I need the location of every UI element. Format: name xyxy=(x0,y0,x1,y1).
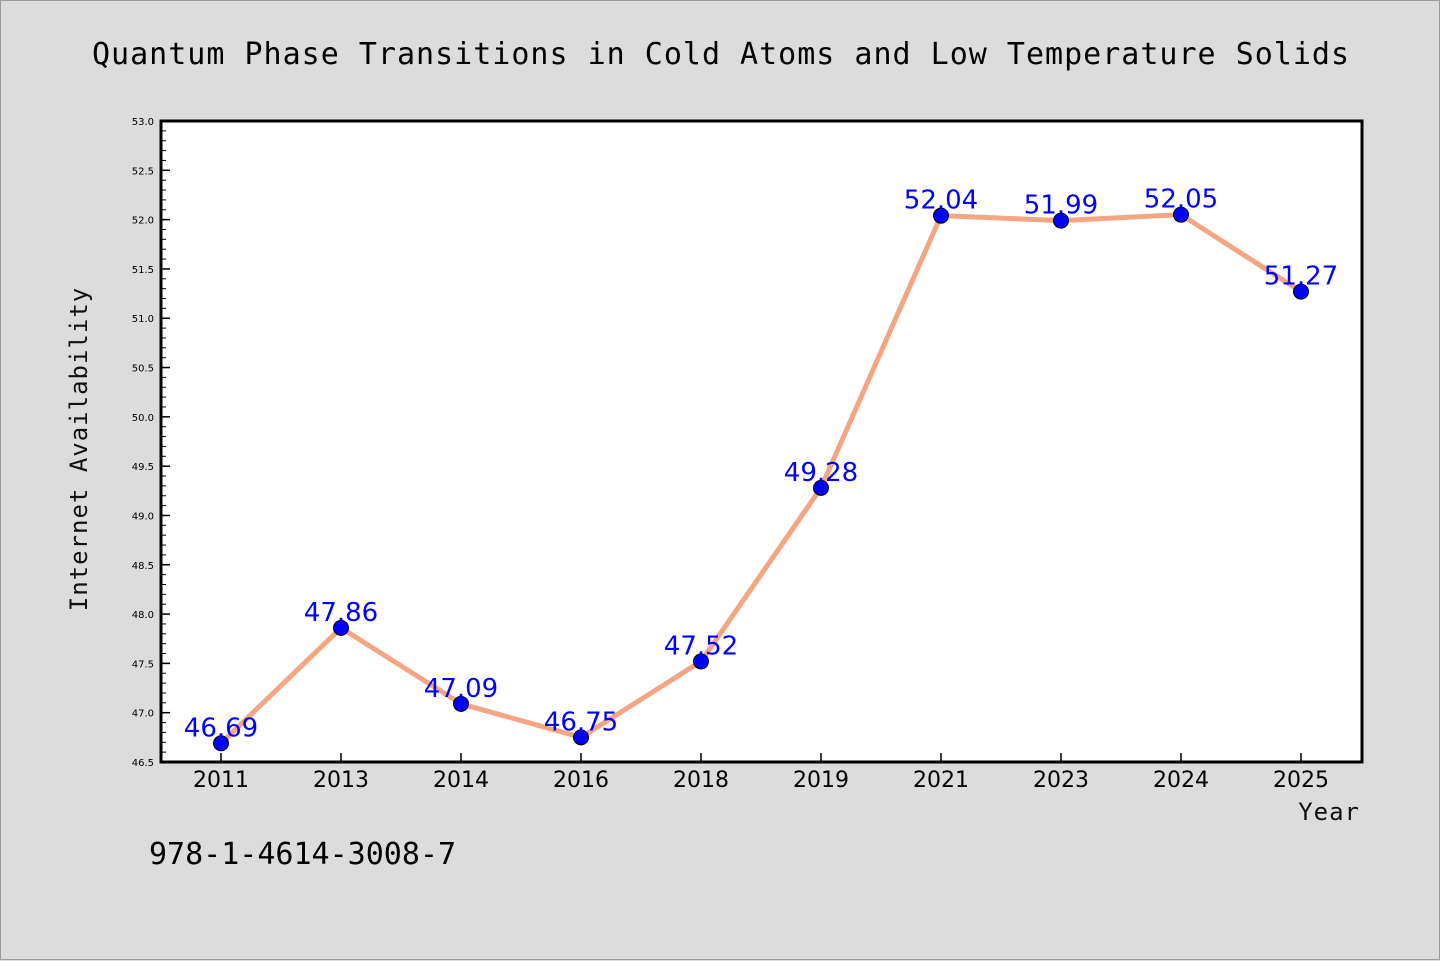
x-tick-label: 2023 xyxy=(1033,768,1089,793)
data-point xyxy=(213,735,229,752)
x-tick-label: 2025 xyxy=(1273,768,1329,793)
data-point xyxy=(453,695,469,712)
x-tick-label: 2013 xyxy=(313,768,369,793)
data-label: 46.69 xyxy=(184,713,258,743)
y-tick-label: 48.5 xyxy=(132,561,154,572)
x-tick-label: 2018 xyxy=(673,768,729,793)
y-tick-label: 53.0 xyxy=(132,117,154,128)
data-point xyxy=(573,729,589,746)
data-label: 51.99 xyxy=(1024,191,1098,221)
data-label: 51.27 xyxy=(1264,262,1338,292)
x-axis-label: Year xyxy=(1298,798,1360,826)
data-point xyxy=(693,653,709,670)
data-labels: 46.69 47.86 47.09 46.75 47.52 49.28 52.04 51.99… xyxy=(184,185,1338,744)
data-point xyxy=(813,479,829,496)
x-tick-label: 2024 xyxy=(1153,768,1209,793)
data-point xyxy=(1053,212,1069,229)
y-tick-label: 52.5 xyxy=(132,166,154,177)
y-tick-label: 52.0 xyxy=(132,216,154,227)
data-point xyxy=(1173,206,1189,223)
y-tick-label: 48.0 xyxy=(132,610,154,621)
x-tick-label: 2019 xyxy=(793,768,849,793)
x-tick-label: 2016 xyxy=(553,768,609,793)
series-line xyxy=(219,212,1303,746)
x-tick-label: 2011 xyxy=(193,768,249,793)
plot-area xyxy=(161,121,1362,762)
y-axis-label: Internet Availability xyxy=(65,287,93,611)
data-point xyxy=(333,619,349,636)
y-tick-label: 50.0 xyxy=(132,413,154,424)
y-tick-label: 51.0 xyxy=(132,314,154,325)
isbn-text: 978-1-4614-3008-7 xyxy=(149,837,456,872)
x-tick-label: 2014 xyxy=(433,768,489,793)
x-tick-label: 2021 xyxy=(913,768,969,793)
data-label: 46.75 xyxy=(544,707,618,737)
data-label: 52.05 xyxy=(1144,185,1218,215)
data-point xyxy=(1293,283,1309,300)
plot-border xyxy=(159,119,1364,764)
y-tick-label: 50.5 xyxy=(132,364,154,375)
y-tick-label: 47.0 xyxy=(132,709,154,720)
data-points xyxy=(213,206,1309,752)
chart-title: Quantum Phase Transitions in Cold Atoms … xyxy=(92,37,1350,72)
y-tick-label: 51.5 xyxy=(132,265,154,276)
data-label: 47.52 xyxy=(664,631,738,661)
x-axis-ticks: 2011 2013 2014 2016 2018 2019 2021 2023 2024 2025 xyxy=(193,753,1329,793)
data-point xyxy=(933,207,949,224)
data-label: 47.09 xyxy=(424,674,498,704)
y-tick-label: 46.5 xyxy=(132,758,154,769)
data-label: 49.28 xyxy=(784,458,858,488)
y-tick-label: 49.5 xyxy=(132,462,154,473)
y-tick-label: 49.0 xyxy=(132,511,154,522)
y-tick-label: 47.5 xyxy=(132,659,154,670)
data-label: 47.86 xyxy=(304,598,378,628)
data-label: 52.04 xyxy=(904,186,978,216)
